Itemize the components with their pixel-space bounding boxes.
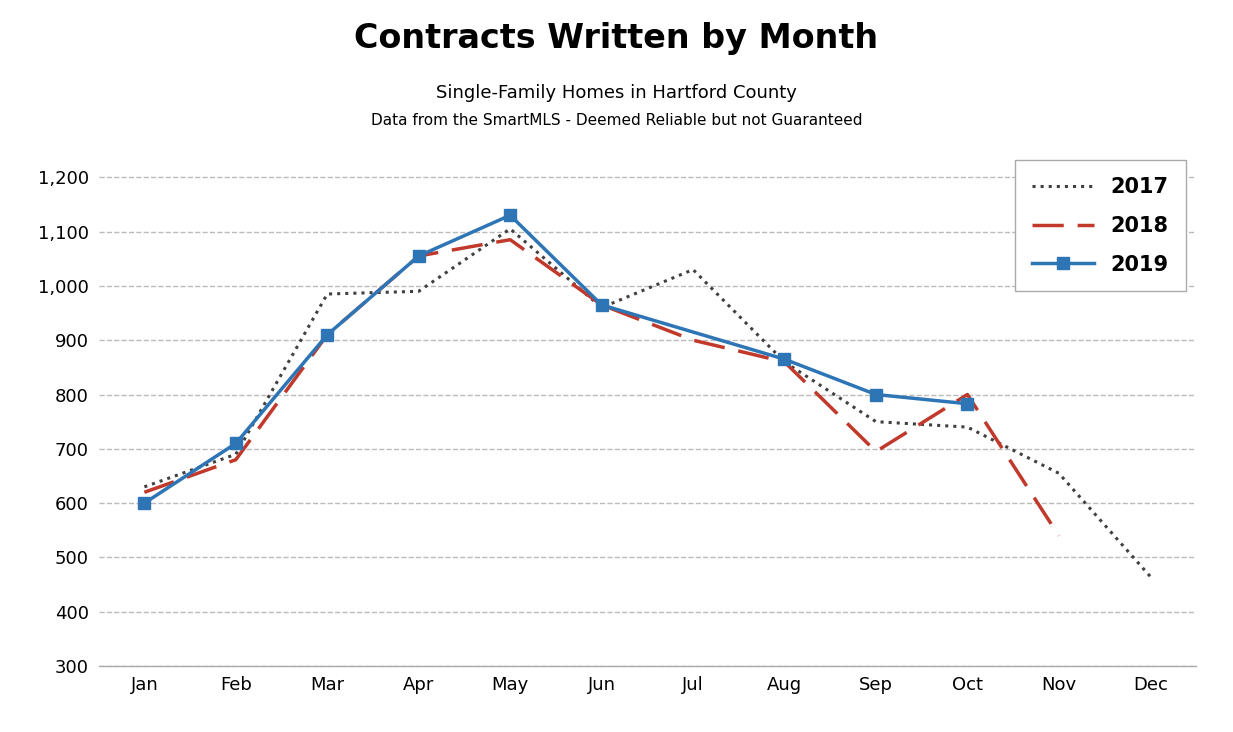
- Legend: 2017, 2018, 2019: 2017, 2018, 2019: [1015, 160, 1186, 291]
- 2018: [137, 488, 152, 497]
- 2018: [228, 455, 243, 464]
- 2018: [319, 330, 334, 339]
- 2018: [1052, 531, 1067, 540]
- 2017: [777, 357, 792, 366]
- 2018: [868, 447, 883, 456]
- 2017: [686, 265, 700, 274]
- 2017: [228, 450, 243, 459]
- 2018: [777, 357, 792, 366]
- 2019: [777, 355, 792, 364]
- Text: Contracts Written by Month: Contracts Written by Month: [354, 22, 879, 55]
- 2019: [868, 390, 883, 399]
- 2018: [412, 252, 427, 261]
- 2017: [412, 287, 427, 296]
- 2018: [686, 336, 700, 345]
- 2019: [503, 211, 518, 220]
- Line: 2017: 2017: [144, 229, 1150, 577]
- 2017: [503, 225, 518, 234]
- 2019: [412, 252, 427, 261]
- 2018: [503, 235, 518, 244]
- 2017: [137, 482, 152, 491]
- 2019: [137, 498, 152, 507]
- 2018: [594, 300, 609, 309]
- Text: Data from the SmartMLS - Deemed Reliable but not Guaranteed: Data from the SmartMLS - Deemed Reliable…: [371, 113, 862, 128]
- 2019: [594, 300, 609, 309]
- 2019: [961, 400, 975, 408]
- Text: Single-Family Homes in Hartford County: Single-Family Homes in Hartford County: [436, 84, 797, 102]
- 2017: [594, 303, 609, 312]
- 2017: [1052, 469, 1067, 478]
- Line: 2018: 2018: [144, 239, 1059, 536]
- 2019: [319, 330, 334, 339]
- 2017: [868, 417, 883, 426]
- Line: 2019: 2019: [139, 209, 973, 509]
- 2017: [961, 422, 975, 431]
- 2019: [228, 439, 243, 448]
- 2017: [319, 290, 334, 299]
- 2017: [1143, 572, 1158, 581]
- 2018: [961, 390, 975, 399]
